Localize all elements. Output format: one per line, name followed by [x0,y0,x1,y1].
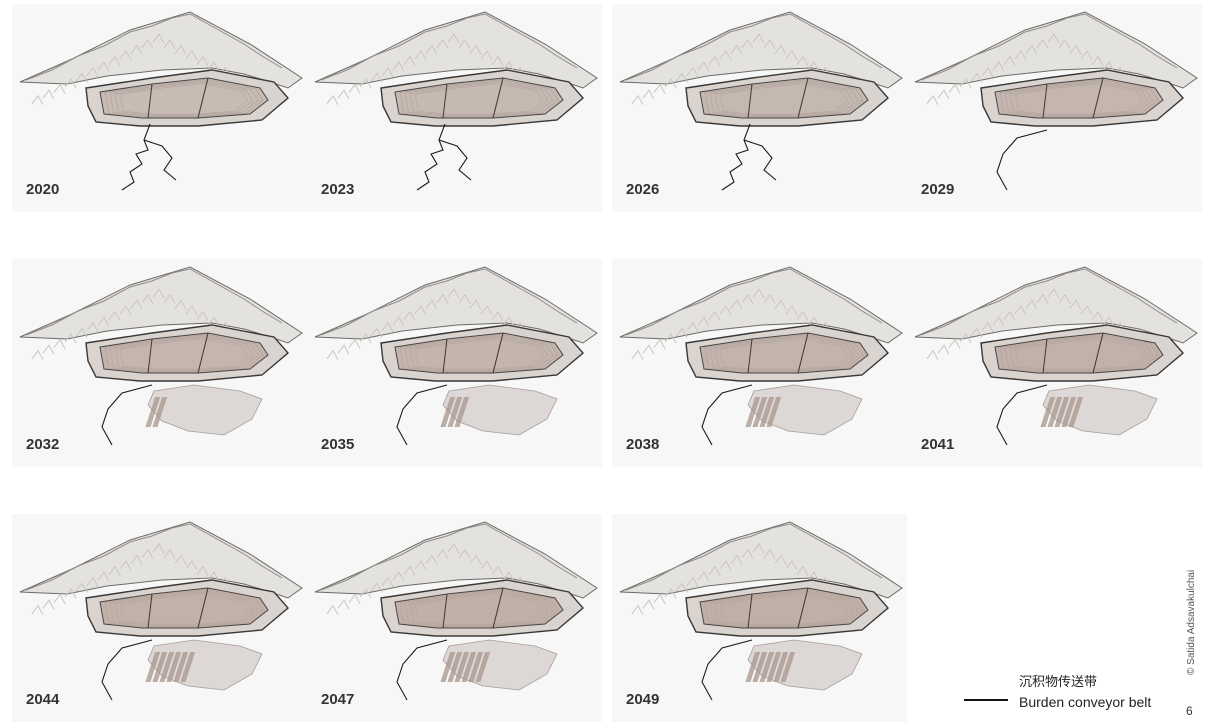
panel-2049: 2049 [612,514,907,722]
mine-terrain-2044 [19,521,303,701]
year-label-2041: 2041 [921,436,955,453]
year-label-2029: 2029 [921,181,955,198]
panel-2044: 2044 [12,514,307,722]
legend-label-chinese: 沉积物传送带 [1019,675,1098,690]
year-label-2035: 2035 [321,436,355,453]
panel-2047: 2047 [307,514,602,722]
panel-2023: 2023 [307,4,602,212]
panel-2029: 2029 [907,4,1202,212]
mine-terrain-2035 [314,266,598,446]
year-label-2023: 2023 [321,181,355,198]
mine-terrain-2047 [314,521,598,701]
year-label-2026: 2026 [626,181,660,198]
mine-terrain-2020 [19,11,303,191]
panel-2026: 2026 [612,4,907,212]
year-label-2038: 2038 [626,436,660,453]
year-label-2044: 2044 [26,691,60,708]
mine-terrain-2038 [619,266,903,446]
mine-terrain-2032 [19,266,303,446]
panel-2041: 2041 [907,259,1202,467]
year-label-2047: 2047 [321,691,355,708]
mine-terrain-2041 [914,266,1198,446]
panel-2032: 2032 [12,259,307,467]
page-number: 6 [1186,704,1193,718]
legend: 沉积物传送带 Burden conveyor belt [964,654,1174,720]
year-label-2020: 2020 [26,181,60,198]
mine-terrain-2026 [619,11,903,191]
legend-label-english: Burden conveyor belt [1019,694,1152,710]
panel-2020: 2020 [12,4,307,212]
conveyor-legend-swatch [964,699,1008,701]
year-label-2032: 2032 [26,436,60,453]
panel-2038: 2038 [612,259,907,467]
panel-2035: 2035 [307,259,602,467]
mine-terrain-2029 [914,11,1198,191]
mine-terrain-2049 [619,521,903,701]
mine-terrain-2023 [314,11,598,191]
photo-credit: © Satida Adsavakulchai [1186,569,1197,675]
year-label-2049: 2049 [626,691,660,708]
